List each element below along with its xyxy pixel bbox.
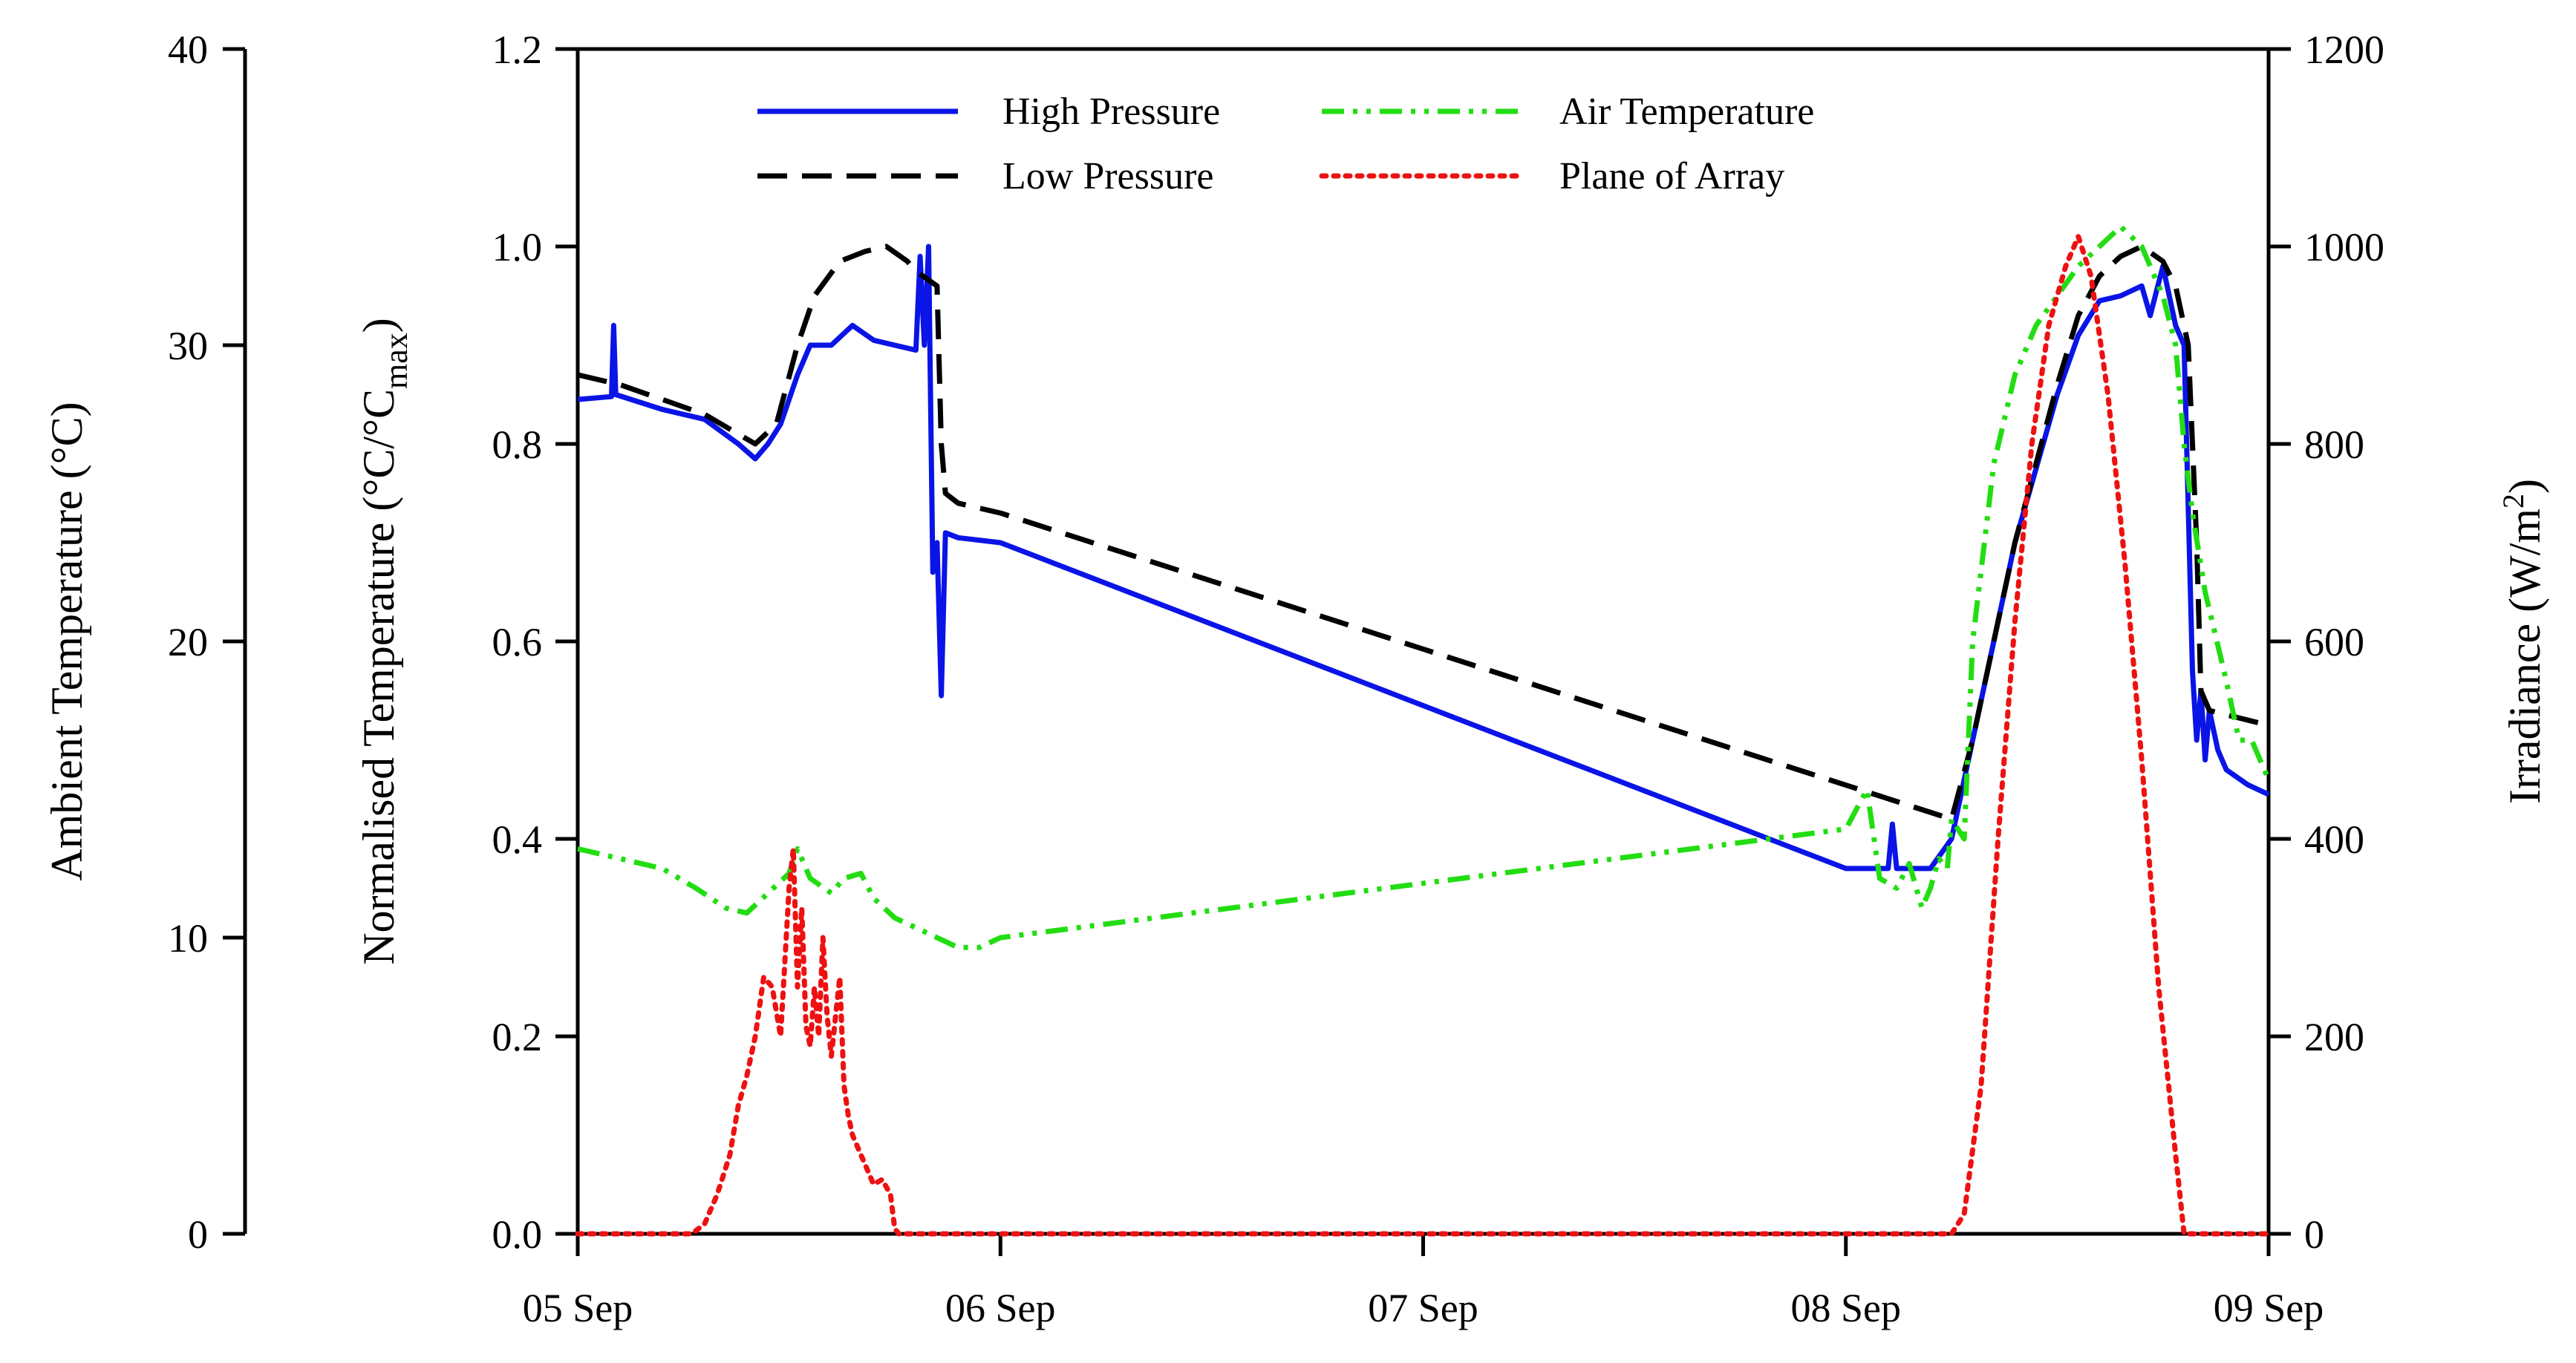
right-y-tick-label: 1200 (2304, 27, 2384, 72)
x-tick-label: 09 Sep (2214, 1286, 2324, 1330)
left-y-tick-label: 1.2 (492, 27, 543, 72)
left-y-axis-title-main: Normalised Temperature (°C/°C (354, 389, 403, 965)
left-y-tick-label: 0.8 (492, 422, 543, 467)
legend-label-plane-of-array: Plane of Array (1559, 155, 1784, 197)
x-tick-label: 06 Sep (945, 1286, 1056, 1330)
right-y-tick-label: 800 (2304, 422, 2364, 467)
x-tick-label: 08 Sep (1791, 1286, 1902, 1330)
left-y-tick-label: 0.2 (492, 1015, 543, 1059)
legend-label-high-pressure: High Pressure (1002, 91, 1220, 133)
right-y-axis-title-main: Irradiance (W/m (2500, 509, 2549, 804)
outer-y-tick-label: 30 (168, 324, 208, 368)
right-y-axis-title-sup: 2 (2497, 494, 2530, 509)
series-group (575, 223, 2272, 1237)
left-y-tick-label: 0.4 (492, 817, 543, 862)
legend-label-air-temperature: Air Temperature (1559, 91, 1814, 133)
right-y-tick-label: 200 (2304, 1015, 2364, 1059)
x-tick-label: 07 Sep (1368, 1286, 1478, 1330)
left-y-tick-label: 0.6 (492, 620, 543, 664)
legend: High Pressure Low Pressure Air Temperature… (757, 91, 1814, 197)
left-y-axis-title-sub: max (378, 333, 414, 389)
axes-group: 0 10 20 30 40 0.0 0.2 0.4 0.6 0.8 1.0 1.2 0 200 400 600… (168, 27, 2384, 1330)
left-y-tick-label: 1.0 (492, 225, 543, 269)
right-y-axis-title-end: ) (2500, 479, 2549, 494)
left-y-tick-label: 0.0 (492, 1212, 543, 1257)
outer-y-axis-title: Ambient Temperature (°C) (42, 402, 91, 880)
axis-labels: Ambient Temperature (°C) Normalised Tempe… (42, 318, 2549, 965)
right-y-tick-label: 1000 (2304, 225, 2384, 269)
outer-y-tick-label: 0 (188, 1212, 208, 1257)
series-line-low-pressure (577, 243, 2269, 822)
outer-y-tick-label: 40 (168, 27, 208, 72)
x-tick-label: 05 Sep (523, 1286, 633, 1330)
series-line-air-temperature (577, 223, 2272, 950)
right-y-tick-label: 0 (2304, 1212, 2324, 1257)
legend-label-low-pressure: Low Pressure (1002, 155, 1214, 197)
outer-y-tick-label: 20 (168, 620, 208, 664)
right-y-axis-title: Irradiance (W/m2) (2497, 479, 2549, 804)
left-y-axis-title-end: ) (354, 318, 403, 333)
left-y-axis-title: Normalised Temperature (°C/°Cmax) (354, 318, 414, 965)
right-y-tick-label: 600 (2304, 620, 2364, 664)
series-line-plane-of-array (575, 234, 2272, 1237)
outer-y-tick-label: 10 (168, 916, 208, 961)
right-y-tick-label: 400 (2304, 817, 2364, 862)
series-line-high-pressure (577, 243, 2270, 872)
